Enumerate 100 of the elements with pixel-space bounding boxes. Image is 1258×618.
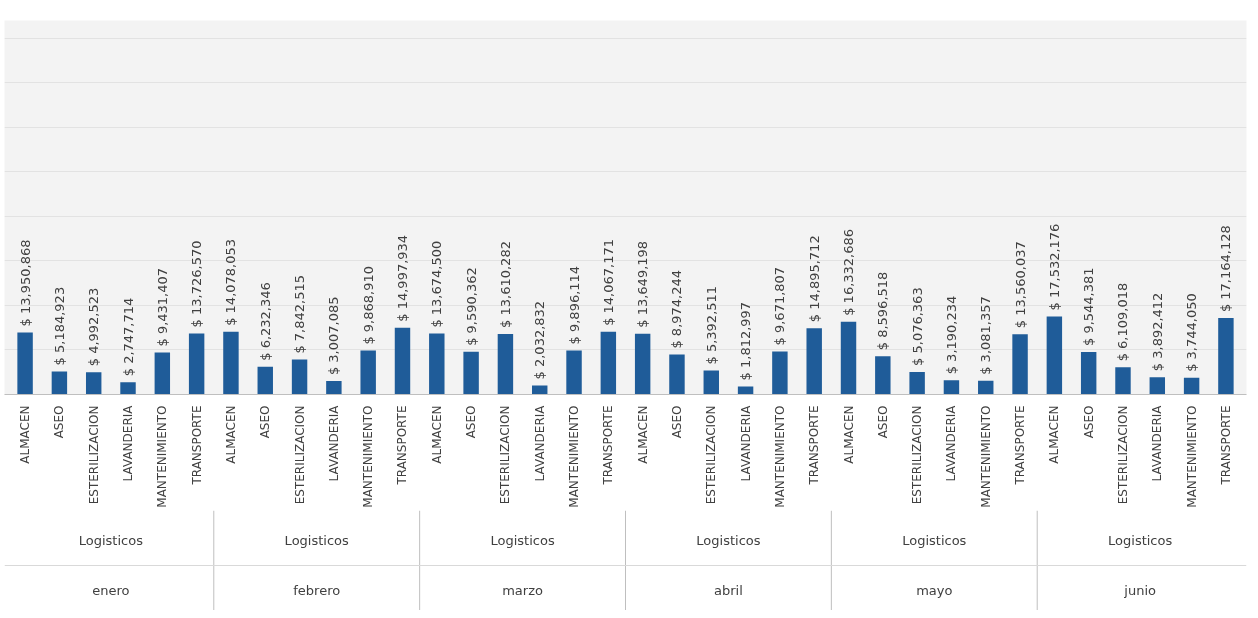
x-tick-label: LAVANDERIA: [738, 404, 753, 482]
text: Logisticos: [490, 533, 555, 548]
x-tick-label: LAVANDERIA: [1150, 404, 1165, 482]
text: Logisticos: [902, 533, 967, 548]
bar: [1115, 367, 1131, 395]
data-label: $ 5,184,923: [51, 286, 67, 366]
bar: [1218, 318, 1234, 395]
data-label: $ 13,610,282: [497, 241, 513, 328]
bar: [223, 331, 239, 395]
x-tick-label: LAVANDERIA: [944, 404, 959, 482]
x-tick-label: TRANSPORTE: [395, 405, 410, 486]
data-label: $ 1,812,997: [738, 301, 754, 381]
bar: [85, 372, 102, 395]
x-tick-label: MANTENIMIENTO: [567, 405, 582, 508]
x-tick-label: ALMACEN: [635, 405, 650, 464]
x-tick-label: ALMACEN: [223, 405, 238, 464]
bar: [634, 333, 651, 395]
bar: [291, 359, 308, 395]
bar: [1080, 352, 1097, 395]
bar: [463, 351, 479, 395]
data-label: $ 9,671,807: [772, 266, 788, 346]
bar: [532, 385, 548, 395]
data-label: $ 6,109,018: [1115, 282, 1131, 362]
data-label: $ 9,896,114: [566, 265, 582, 345]
bar: [17, 332, 33, 395]
bar: [840, 321, 857, 395]
bar: [51, 371, 68, 395]
x-tick-label: ESTERILIZACION: [1115, 405, 1130, 505]
bar: [909, 371, 925, 395]
bar: [703, 370, 719, 395]
x-tick-label: MANTENIMIENTO: [978, 405, 993, 508]
data-label: $ 8,596,518: [875, 271, 891, 351]
text: enero: [92, 583, 130, 598]
bar: [326, 381, 342, 395]
data-label: $ 7,842,515: [292, 275, 308, 354]
text: abril: [714, 583, 743, 598]
x-tick-label: TRANSPORTE: [807, 405, 822, 486]
bar: [1149, 377, 1166, 395]
data-label: $ 13,649,198: [635, 240, 651, 328]
x-tick-label: ALMACEN: [429, 405, 444, 464]
data-label: $ 3,081,357: [978, 296, 994, 375]
bar: [669, 354, 685, 395]
bar: [1046, 316, 1063, 395]
bar: [497, 333, 514, 395]
x-tick-label: ESTERILIZACION: [498, 405, 513, 505]
bar: [600, 331, 617, 395]
data-label: $ 3,007,085: [326, 296, 342, 376]
data-label: $ 9,590,362: [463, 267, 479, 346]
x-tick-label: LAVANDERIA: [326, 404, 341, 482]
text: marzo: [502, 583, 543, 598]
text: junio: [1123, 583, 1157, 598]
x-tick-label: ASEO: [669, 405, 684, 439]
x-tick-label: ASEO: [52, 405, 67, 439]
bar: [737, 386, 754, 395]
data-label: $ 3,892,412: [1149, 292, 1165, 372]
x-tick-label: ASEO: [875, 405, 890, 439]
x-tick-label: ALMACEN: [18, 405, 33, 464]
x-tick-label: ESTERILIZACION: [910, 405, 925, 505]
data-label: $ 3,744,050: [1184, 293, 1200, 372]
bar: [154, 352, 171, 395]
x-tick-label: MANTENIMIENTO: [772, 405, 787, 508]
text: Logisticos: [78, 533, 144, 548]
data-label: $ 8,974,244: [669, 269, 685, 349]
bar: [772, 351, 788, 395]
bar: [394, 327, 411, 395]
x-tick-label: ALMACEN: [841, 405, 856, 464]
data-label: $ 14,067,171: [600, 239, 616, 326]
bar: [360, 350, 376, 395]
bar: [257, 366, 273, 395]
x-tick-label: TRANSPORTE: [1013, 405, 1028, 486]
x-tick-label: LAVANDERIA: [121, 404, 136, 482]
data-label: $ 13,674,500: [429, 240, 445, 328]
data-label: $ 2,032,832: [532, 300, 548, 380]
data-label: $ 9,431,407: [154, 267, 170, 347]
bar: [1183, 377, 1200, 395]
bar: [806, 328, 822, 395]
text: febrero: [293, 583, 341, 598]
bar: [1012, 334, 1028, 395]
x-tick-label: TRANSPORTE: [189, 405, 204, 486]
data-label: $ 5,392,511: [703, 285, 719, 365]
data-label: $ 9,868,910: [360, 265, 376, 345]
data-label: $ 5,076,363: [909, 287, 925, 366]
x-tick-label: ESTERILIZACION: [292, 405, 307, 505]
x-tick-label: ASEO: [464, 405, 479, 439]
x-tick-label: MANTENIMIENTO: [361, 405, 376, 508]
bar: [943, 380, 960, 395]
bar: [188, 333, 205, 395]
data-label: $ 14,997,934: [394, 234, 410, 322]
x-tick-label: ASEO: [1081, 405, 1096, 439]
data-label: $ 13,726,570: [189, 240, 205, 328]
data-label: $ 13,560,037: [1012, 241, 1028, 329]
data-label: $ 14,895,712: [806, 235, 822, 323]
text: Logisticos: [1108, 533, 1173, 548]
x-tick-label: LAVANDERIA: [532, 404, 547, 482]
data-label: $ 3,190,234: [943, 295, 959, 375]
data-label: $ 6,232,346: [257, 282, 273, 361]
bar: [566, 350, 582, 395]
x-tick-label: MANTENIMIENTO: [1184, 405, 1199, 508]
x-tick-label: ALMACEN: [1047, 405, 1062, 464]
data-label: $ 4,992,523: [86, 287, 102, 367]
